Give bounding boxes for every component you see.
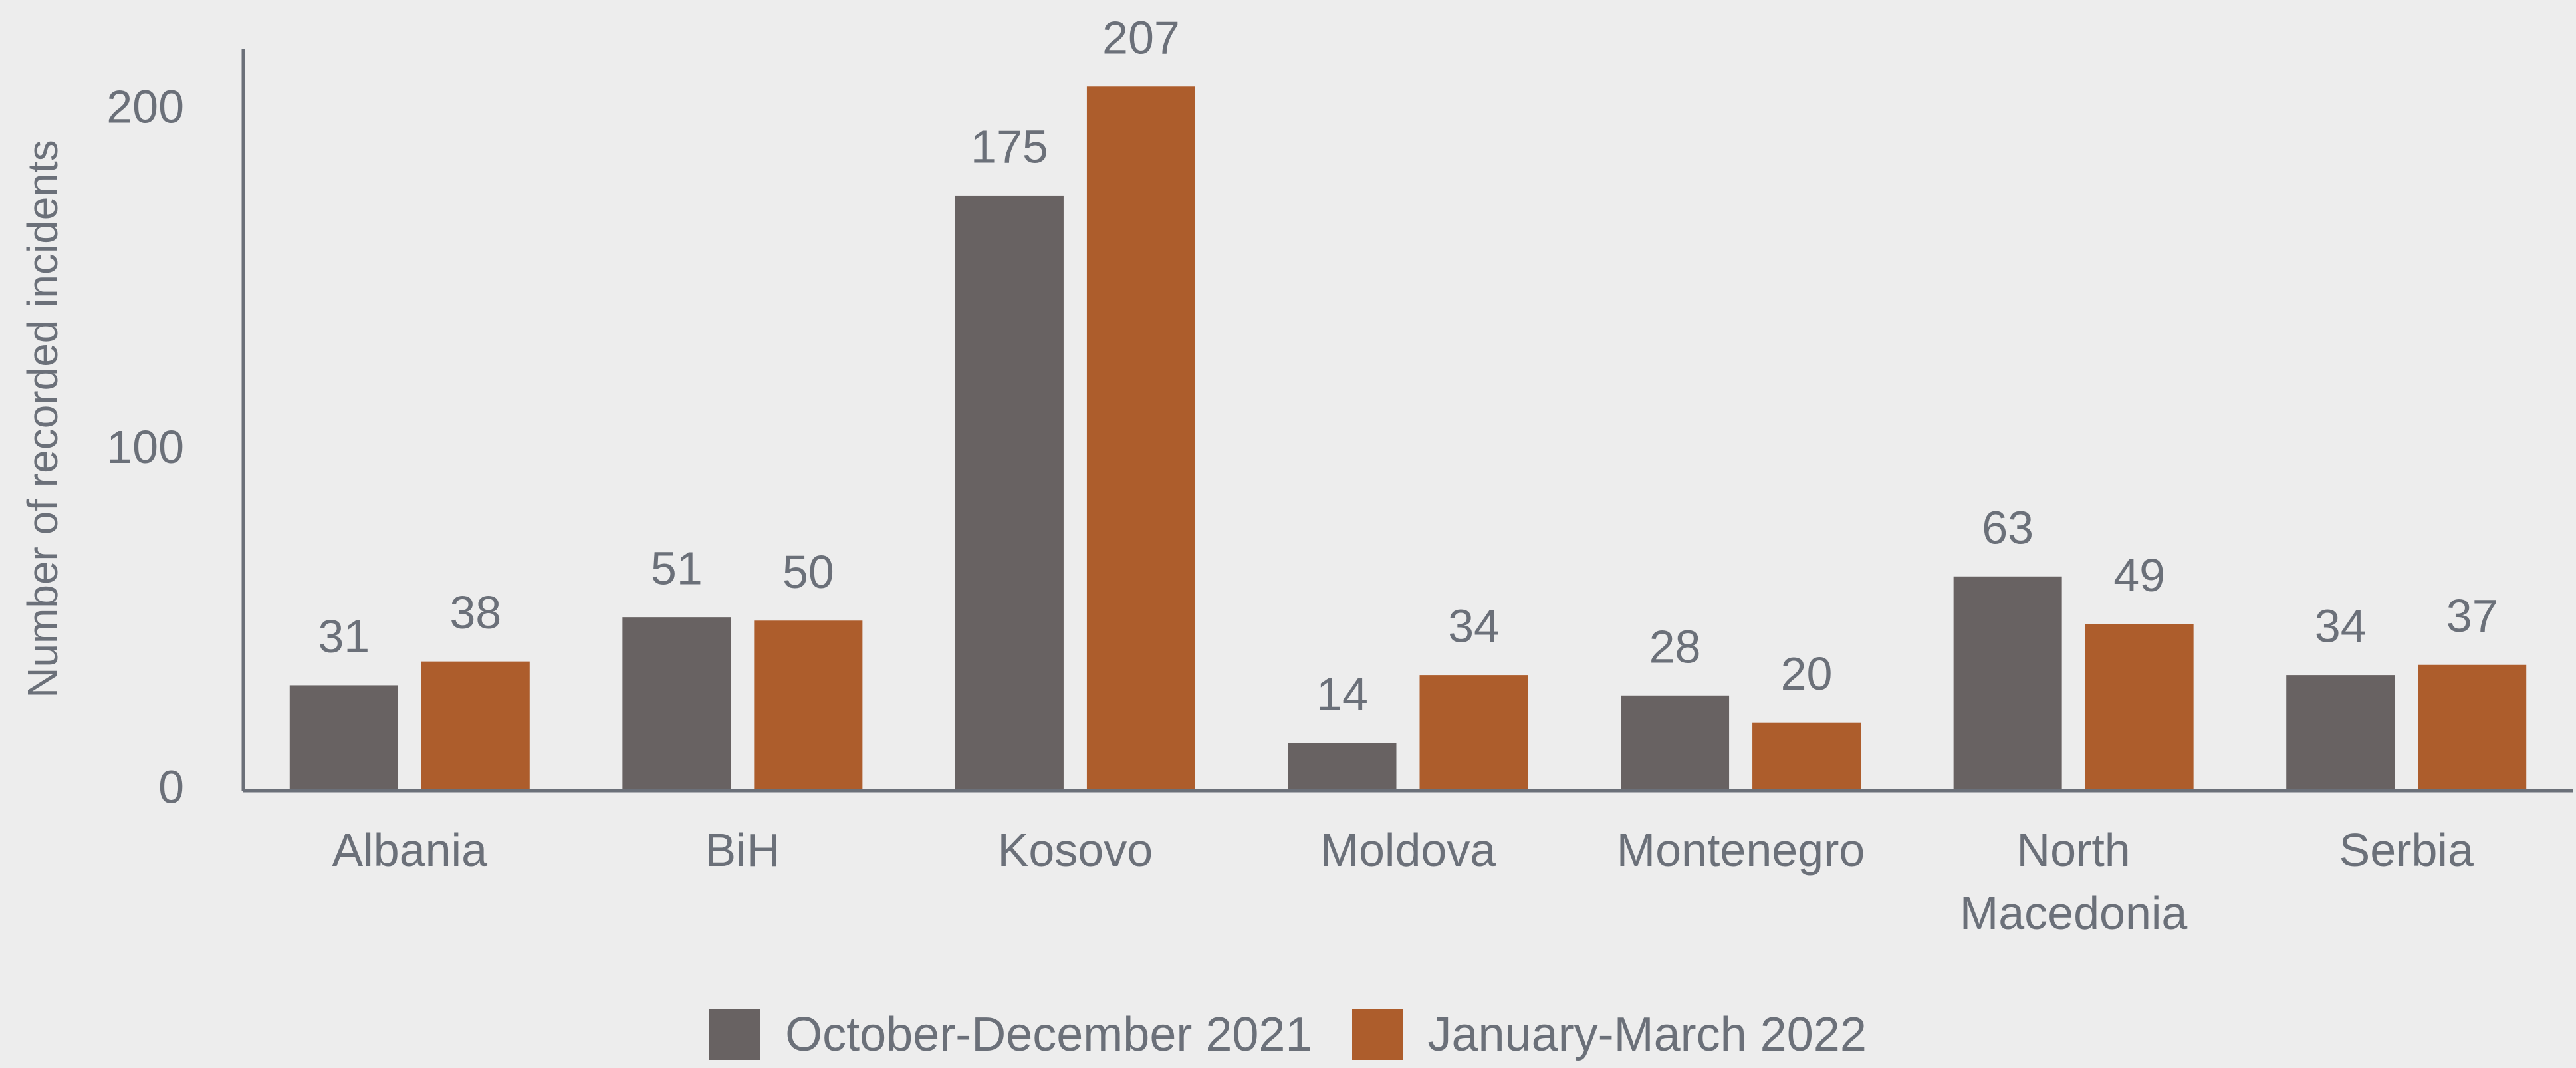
value-label: 63 — [1982, 501, 2034, 553]
bar — [1288, 743, 1397, 791]
x-tick-label: Albania — [332, 824, 488, 876]
x-tick-label: Kosovo — [997, 824, 1153, 876]
value-label: 31 — [318, 610, 370, 662]
legend-item: October-December 2021 — [709, 1007, 1312, 1062]
x-tick-label: Serbia — [2339, 824, 2474, 876]
x-tick-label: North Macedonia — [1959, 824, 2188, 939]
bar — [955, 195, 1064, 791]
value-label: 34 — [1448, 601, 1500, 652]
value-label: 28 — [1649, 620, 1701, 672]
bar — [1752, 722, 1861, 791]
value-label: 49 — [2113, 549, 2165, 601]
value-label: 38 — [449, 587, 501, 638]
y-tick-label: 0 — [158, 761, 184, 813]
value-label: 34 — [2315, 601, 2367, 652]
value-label: 51 — [651, 543, 703, 595]
bar — [1953, 576, 2062, 791]
bar — [1086, 86, 1195, 791]
value-label: 37 — [2446, 590, 2498, 642]
bar — [1419, 675, 1528, 791]
legend-label: January-March 2022 — [1427, 1008, 1867, 1061]
legend-swatch — [709, 1009, 761, 1060]
legend-item: January-March 2022 — [1351, 1007, 1867, 1062]
x-tick-label: Moldova — [1320, 824, 1496, 876]
y-axis-title: Number of recorded incidents — [19, 140, 66, 698]
bar — [2085, 624, 2194, 791]
value-label: 20 — [1781, 648, 1833, 700]
bar — [622, 617, 731, 791]
x-tick-label: BiH — [705, 824, 780, 876]
legend-swatch — [1351, 1009, 1403, 1060]
legend-label: October-December 2021 — [785, 1008, 1312, 1061]
y-tick-label: 100 — [106, 421, 184, 473]
legend: October-December 2021 January-March 2022 — [0, 1007, 2576, 1062]
y-tick-label: 200 — [106, 81, 184, 133]
x-tick-label: Montenegro — [1616, 824, 1865, 876]
value-label: 175 — [971, 120, 1048, 172]
value-label: 14 — [1316, 668, 1368, 720]
bar — [421, 661, 530, 791]
bar — [754, 620, 863, 791]
value-label: 207 — [1102, 12, 1180, 64]
bar — [289, 685, 398, 791]
value-label: 50 — [782, 546, 834, 598]
bar — [2418, 664, 2527, 791]
bar — [1621, 695, 1730, 791]
bar — [2286, 675, 2395, 791]
